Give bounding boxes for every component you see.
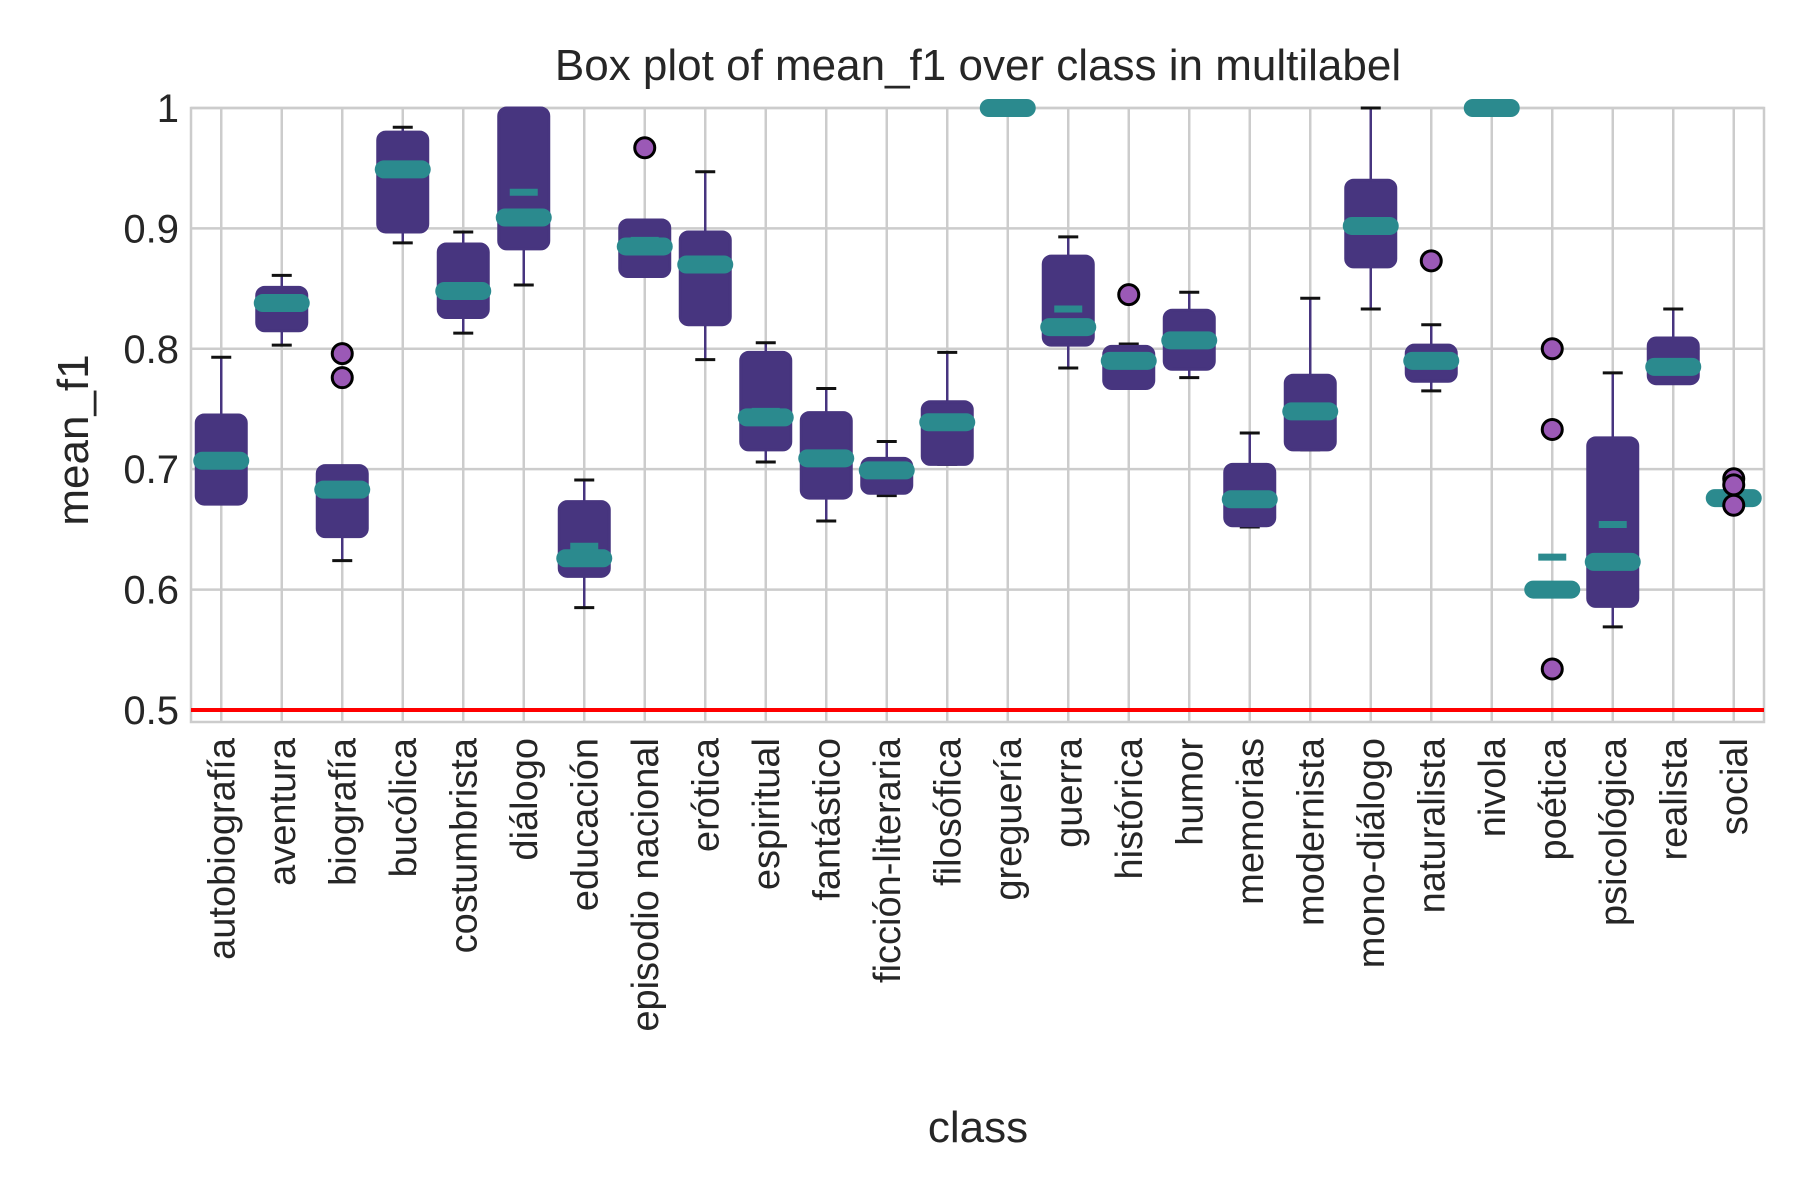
flier <box>1540 417 1564 441</box>
x-tick-label: biografía <box>322 737 364 886</box>
x-tick-label: nivola <box>1472 737 1514 837</box>
box-group <box>1524 337 1581 681</box>
x-tick-label: diálogo <box>504 738 546 861</box>
x-tick-label: espiritual <box>746 738 788 890</box>
x-axis-label: class <box>928 1103 1028 1152</box>
x-tick-label: filosófica <box>927 737 969 886</box>
box-group <box>374 125 431 245</box>
y-tick-label: 1 <box>157 87 179 131</box>
x-tick-label: greguería <box>988 737 1030 901</box>
box-group <box>435 230 492 335</box>
box-group <box>1584 371 1641 629</box>
box <box>920 400 974 466</box>
box-group <box>1705 467 1762 517</box>
box-group <box>314 342 371 563</box>
box-group <box>919 350 976 466</box>
box-group <box>798 387 855 523</box>
box-group <box>1221 431 1278 529</box>
x-tick-label: mono-diálogo <box>1351 738 1393 968</box>
x-tick-label: bucólica <box>383 737 425 877</box>
y-tick-label: 0.7 <box>123 448 179 492</box>
flier <box>1722 473 1746 497</box>
x-tick-label: costumbrista <box>443 737 485 953</box>
x-tick-label: histórica <box>1109 737 1151 879</box>
flier <box>1540 337 1564 361</box>
flier <box>1117 283 1141 307</box>
box-group <box>1282 296 1339 452</box>
flier <box>330 366 354 390</box>
box-group <box>495 106 552 287</box>
flier <box>1540 657 1564 681</box>
box-group <box>677 170 734 362</box>
x-tick-label: guerra <box>1048 737 1090 848</box>
box <box>497 106 551 251</box>
x-tick-label: autobiografía <box>201 737 243 960</box>
box <box>436 242 490 319</box>
box-group <box>1463 99 1520 117</box>
box-group <box>193 355 250 506</box>
box <box>739 350 793 452</box>
y-axis-label: mean_f1 <box>49 354 98 525</box>
flier <box>1419 249 1443 273</box>
box <box>315 464 369 539</box>
plot-frame <box>189 106 1766 724</box>
x-tick-label: memorias <box>1230 738 1272 905</box>
flier <box>330 342 354 366</box>
box-group <box>616 136 673 279</box>
box-group <box>556 478 613 610</box>
flier <box>1722 493 1746 517</box>
x-tick-label: educación <box>564 738 606 911</box>
box <box>678 230 732 327</box>
box <box>376 130 430 234</box>
box-group <box>1342 106 1399 311</box>
chart-title: Box plot of mean_f1 over class in multil… <box>555 41 1401 90</box>
x-tick-label: psicológica <box>1593 737 1635 926</box>
x-tick-label: aventura <box>262 737 304 886</box>
box-group <box>737 341 794 464</box>
x-tick-label: modernista <box>1290 737 1332 926</box>
x-tick-label: naturalista <box>1411 737 1453 913</box>
y-tick-label: 0.5 <box>123 689 179 733</box>
y-tick-label: 0.9 <box>123 207 179 251</box>
x-tick-label: social <box>1714 738 1756 835</box>
x-tick-label: humor <box>1169 738 1211 846</box>
x-tick-label: episodio nacional <box>625 738 667 1032</box>
box-group <box>1161 290 1218 380</box>
box-group <box>858 439 915 498</box>
box-group <box>1645 307 1702 386</box>
box-group <box>979 99 1036 117</box>
x-tick-label: fantástico <box>806 738 848 901</box>
x-tick-label: realista <box>1653 737 1695 860</box>
box-group <box>1040 235 1097 370</box>
x-tick-label: erótica <box>685 737 727 852</box>
flier <box>633 136 657 160</box>
x-tick-label: ficción-literaria <box>867 737 909 983</box>
box-group <box>1100 283 1157 391</box>
y-tick-label: 0.6 <box>123 569 179 613</box>
y-tick-label: 0.8 <box>123 328 179 372</box>
x-tick-label: poética <box>1532 737 1574 860</box>
box-group <box>253 273 310 347</box>
box-group <box>1403 249 1460 393</box>
